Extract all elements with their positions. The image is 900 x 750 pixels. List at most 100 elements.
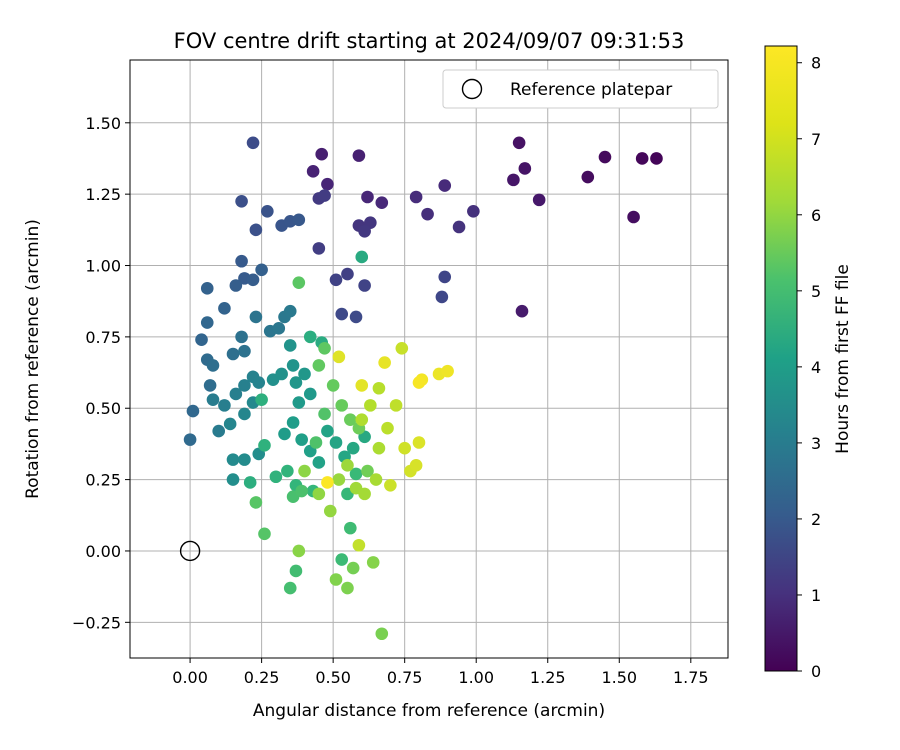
data-point [515,304,529,318]
data-point [200,282,214,295]
plot-frame [129,59,729,659]
data-point [249,223,263,237]
data-point [269,470,283,484]
x-axis-ticks: 0.00 0.25 0.50 0.75 1.00 1.25 1.50 1.75 [172,658,709,687]
data-point [235,254,248,268]
legend-box [442,69,719,109]
data-point [303,387,317,401]
data-point [229,279,243,292]
data-point [238,453,251,466]
data-point [355,250,369,264]
x-tick-label: 0.25 [244,668,280,687]
data-point [381,421,394,435]
data-point [627,210,640,224]
x-axis-label: Angular distance from reference (arcmin) [253,701,605,721]
data-point [195,333,208,347]
data-point [229,387,243,401]
data-point [352,538,366,552]
data-point [650,152,663,165]
data-point [507,173,520,187]
y-tick-label: 0.75 [85,328,121,347]
y-tick-label: 1.50 [85,114,121,133]
data-point [412,376,426,389]
data-point [261,204,274,218]
data-point [438,270,452,284]
data-point [341,581,354,595]
data-point [512,136,526,150]
data-point [318,341,331,355]
data-point [375,196,389,210]
data-point [295,484,308,498]
data-point [298,464,311,478]
data-point [344,413,357,426]
grid-lines [130,60,728,658]
data-point [309,436,323,449]
data-point [329,273,343,287]
data-point [326,379,340,392]
colorbar-tick-label: 8 [811,54,821,73]
data-point [286,359,300,372]
x-tick-label: 0.00 [172,668,208,687]
data-point [321,476,334,489]
data-point [335,399,349,412]
data-point [238,407,251,421]
data-point [412,436,426,449]
colorbar-tick-label: 1 [811,586,821,605]
data-point [226,453,240,466]
data-point [384,479,397,492]
colorbar: 0 1 2 3 4 5 6 7 8 Hours from first FF file [764,45,853,681]
data-point [358,224,371,238]
y-tick-label: 0.50 [85,399,121,418]
data-point [226,473,240,486]
data-point [358,487,371,501]
data-point [355,413,369,426]
data-point [183,433,197,446]
data-point [306,165,320,178]
data-point [315,147,329,161]
colorbar-tick-label: 0 [811,662,821,681]
colorbar-label: Hours from first FF file [833,264,853,454]
data-point [518,162,532,175]
data-point [318,407,331,421]
data-point [289,564,303,578]
data-point [349,310,363,324]
data-point [532,193,546,207]
data-point [312,242,326,255]
data-point [295,433,308,446]
x-tick-label: 1.00 [458,668,494,687]
colorbar-tick-label: 3 [811,434,821,453]
data-point [361,190,374,204]
data-point [235,330,248,344]
data-point [389,399,403,412]
data-point [283,581,297,595]
data-point [212,424,225,438]
data-point [378,356,391,369]
data-point [246,136,260,150]
data-point [441,364,454,378]
data-point [323,504,337,518]
data-point [200,316,214,329]
data-point [289,376,303,389]
legend-marker-icon [461,78,483,100]
data-point [281,464,294,478]
data-point [223,417,237,431]
data-point [243,476,257,489]
data-point [344,521,357,535]
legend: Reference platepar [442,69,719,109]
data-point [438,179,452,192]
y-axis-ticks: −0.25 0.00 0.25 0.50 0.75 1.00 1.25 1.50 [72,114,130,632]
data-point [364,399,377,412]
data-point [235,194,248,208]
data-point [303,330,317,344]
data-point [318,189,331,202]
data-point [238,344,251,358]
data-point [372,441,386,455]
data-point [467,204,480,218]
data-point [275,367,288,381]
data-point [218,399,231,412]
data-point [258,439,271,452]
data-point [238,379,251,392]
data-point [335,307,349,321]
colorbar-tick-label: 6 [811,206,821,225]
